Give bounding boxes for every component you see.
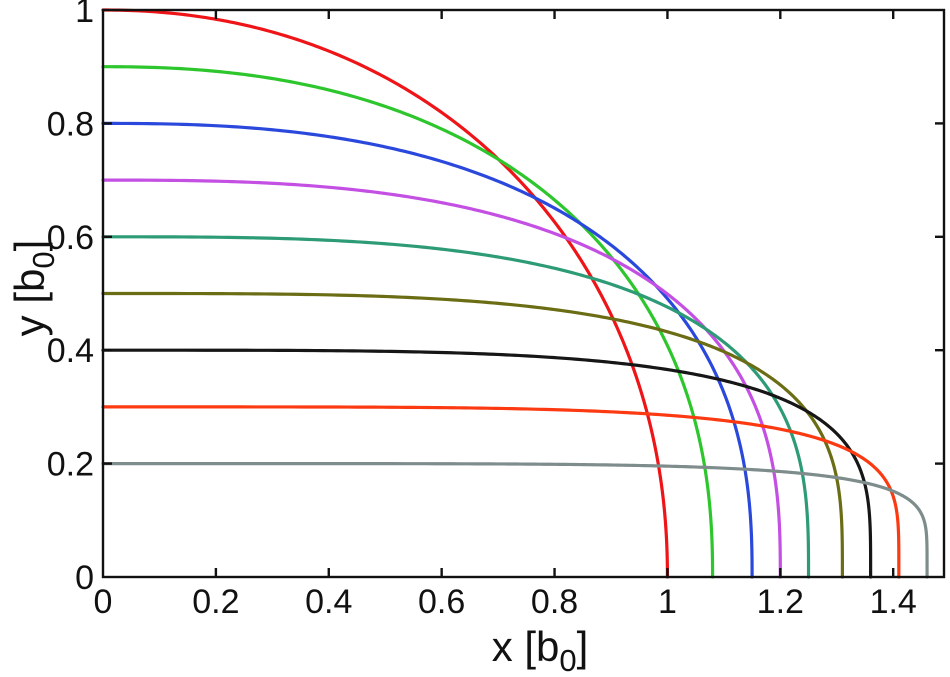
plot-curves (101, 8, 929, 579)
curve-y0-0.5 (101, 291, 845, 579)
x-tick-label-0.6: 0.6 (418, 583, 465, 621)
x-tick-label-0.8: 0.8 (531, 583, 578, 621)
x-tick-label-1.4: 1.4 (870, 583, 917, 621)
y-tick-label-1: 1 (75, 0, 94, 30)
plot-box (101, 8, 946, 579)
x-axis-label-close: ] (577, 623, 589, 670)
x-tick-label-0: 0 (94, 583, 113, 621)
x-axis-label: x [b0] (492, 623, 589, 677)
x-tick-labels: 0 0.2 0.4 0.6 0.8 1 1.2 1.4 (94, 583, 917, 621)
y-axis-label-close: ] (6, 240, 53, 252)
y-axis-label: y [b0] (6, 240, 61, 337)
x-tick-label-0.4: 0.4 (305, 583, 352, 621)
y-tick-label-0.2: 0.2 (47, 446, 94, 484)
y-axis-label-subscript: 0 (26, 251, 61, 268)
y-tick-labels: 0 0.2 0.4 0.6 0.8 1 (47, 0, 94, 597)
curve-y0-0.2 (101, 462, 929, 579)
y-tick-label-0.6: 0.6 (47, 219, 94, 257)
y-tick-label-0.8: 0.8 (47, 105, 94, 143)
plot-axes (101, 8, 946, 579)
curve-y0-0.6 (101, 235, 811, 579)
curve-y0-1.0 (101, 8, 670, 579)
x-tick-label-1.2: 1.2 (757, 583, 804, 621)
x-tick-label-1: 1 (658, 583, 677, 621)
curve-y0-0.3 (101, 405, 901, 579)
y-tick-label-0: 0 (75, 559, 94, 597)
curve-y0-0.4 (101, 348, 873, 579)
y-axis-label-main: y [b (6, 269, 53, 337)
y-tick-label-0.4: 0.4 (47, 332, 94, 370)
curve-y0-0.7 (101, 178, 782, 579)
curve-y0-0.9 (101, 65, 715, 579)
x-tick-label-0.2: 0.2 (192, 583, 239, 621)
x-axis-label-subscript: 0 (559, 643, 576, 677)
x-axis-label-main: x [b (492, 623, 560, 670)
